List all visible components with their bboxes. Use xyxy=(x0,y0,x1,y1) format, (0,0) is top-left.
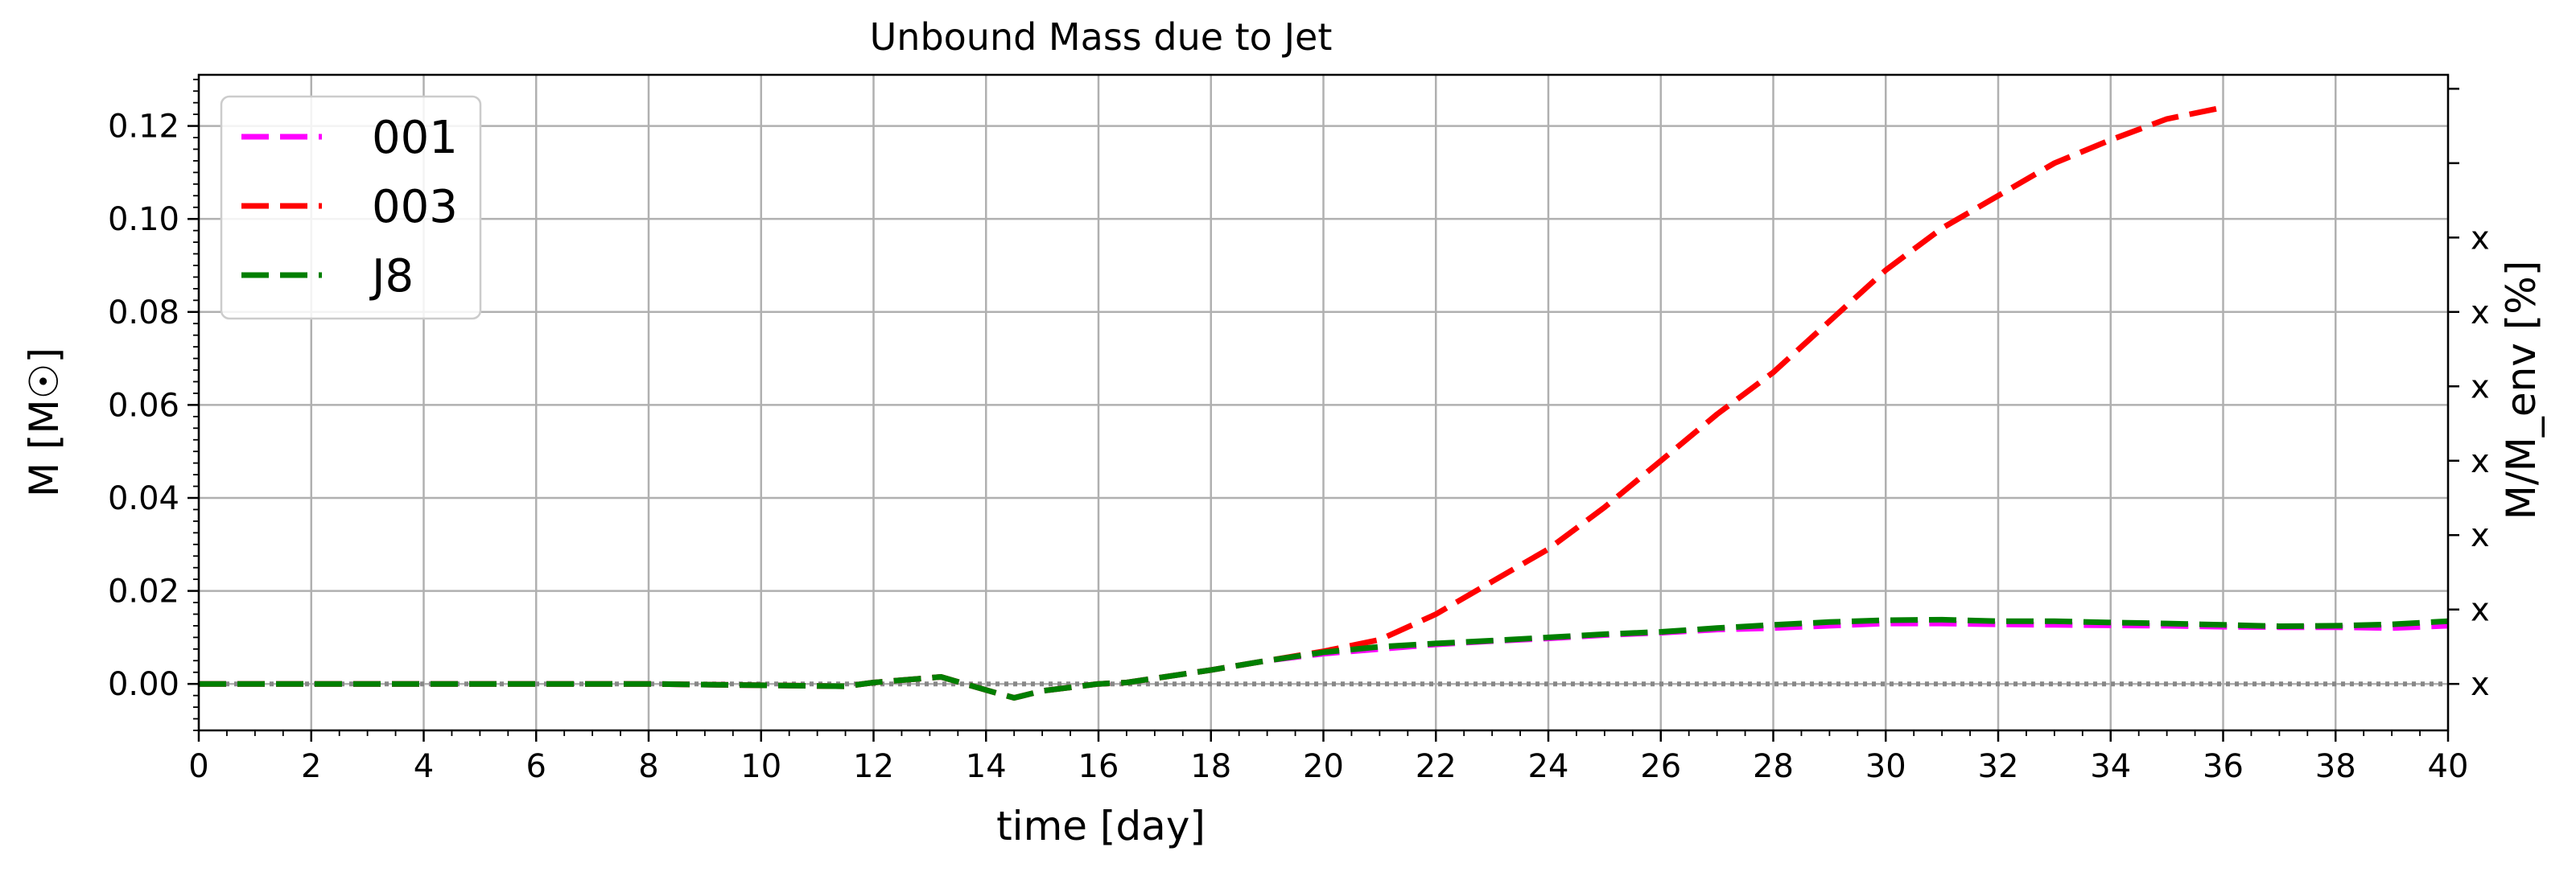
chart-title: Unbound Mass due to Jet xyxy=(870,15,1333,59)
series-layer xyxy=(199,105,2449,701)
x-tick-label: 14 xyxy=(966,748,1007,785)
x-tick-label: 10 xyxy=(740,748,781,785)
x-axis-label: time [day] xyxy=(996,803,1206,849)
y-tick-label: 0.10 xyxy=(108,201,179,238)
x-tick-label: 32 xyxy=(1978,748,2019,785)
x-tick-label: 36 xyxy=(2203,748,2244,785)
y-axis-ticks: 0.00 0.02 0.04 0.06 0.08 0.10 0.12 xyxy=(108,78,199,731)
y-tick-label: 0.06 xyxy=(108,387,179,424)
right-tick-label: x xyxy=(2471,368,2490,405)
x-axis-ticks: 0 2 4 6 8 10 12 14 16 18 20 22 24 26 28 30 32 34 36 38 40 xyxy=(188,730,2468,785)
y-tick-label: 0.08 xyxy=(108,294,179,331)
x-tick-label: 34 xyxy=(2090,748,2131,785)
x-tick-label: 20 xyxy=(1303,748,1344,785)
y-tick-label: 0.00 xyxy=(108,666,179,703)
x-tick-label: 6 xyxy=(526,748,546,785)
x-tick-label: 2 xyxy=(301,748,321,785)
y-axis-label: M [M☉] xyxy=(21,348,68,497)
x-tick-label: 18 xyxy=(1190,748,1231,785)
x-tick-label: 16 xyxy=(1078,748,1119,785)
x-tick-label: 12 xyxy=(853,748,894,785)
series-line-003 xyxy=(199,105,2224,701)
right-tick-label: x xyxy=(2471,294,2490,331)
x-tick-label: 0 xyxy=(188,748,208,785)
x-tick-label: 22 xyxy=(1416,748,1457,785)
x-tick-label: 40 xyxy=(2428,748,2469,785)
legend-box xyxy=(220,95,482,320)
y-tick-label: 0.02 xyxy=(108,574,179,611)
right-tick-label: x xyxy=(2471,443,2490,480)
legend-label-J8: J8 xyxy=(369,250,414,302)
grid-lines xyxy=(197,75,2450,730)
x-tick-label: 38 xyxy=(2315,748,2356,785)
right-tick-label: x xyxy=(2471,592,2490,629)
y-tick-label: 0.04 xyxy=(108,480,179,517)
legend-label-003: 003 xyxy=(372,181,458,233)
x-tick-label: 28 xyxy=(1753,748,1794,785)
right-tick-label: x xyxy=(2471,220,2490,257)
y-tick-label: 0.12 xyxy=(108,109,179,146)
legend: 001 003 J8 xyxy=(220,95,482,320)
x-tick-label: 24 xyxy=(1528,748,1569,785)
right-axis-label: M/M_env [%] xyxy=(2498,261,2545,520)
x-tick-label: 8 xyxy=(638,748,658,785)
right-tick-label: x xyxy=(2471,666,2490,703)
x-tick-label: 30 xyxy=(1865,748,1906,785)
x-tick-label: 26 xyxy=(1640,748,1681,785)
legend-label-001: 001 xyxy=(372,112,458,164)
right-tick-label: x xyxy=(2471,517,2490,554)
x-tick-label: 4 xyxy=(414,748,434,785)
